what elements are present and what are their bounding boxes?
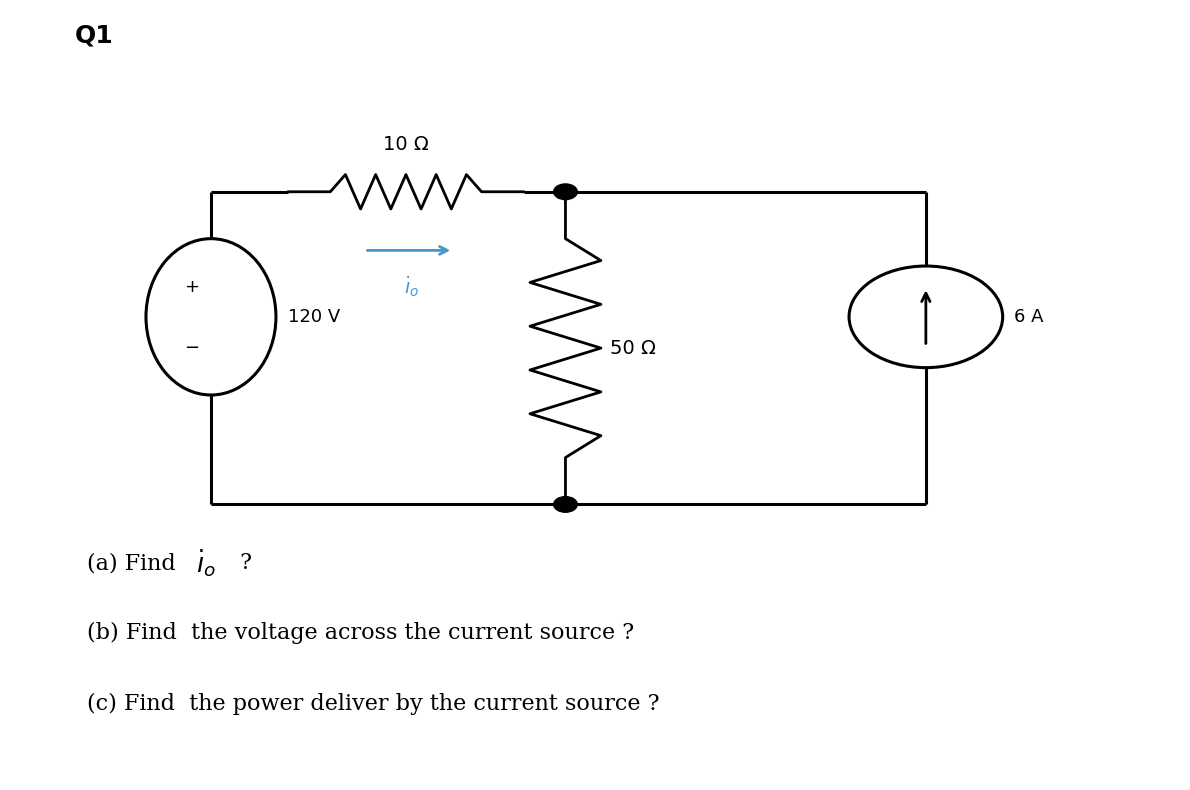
Ellipse shape [146,239,276,395]
Text: (b) Find  the voltage across the current source ?: (b) Find the voltage across the current … [87,623,634,645]
Text: 6 A: 6 A [1015,308,1044,325]
Circle shape [553,497,577,512]
Text: (a) Find: (a) Find [87,552,183,574]
Text: 50 Ω: 50 Ω [610,339,656,358]
Text: −: − [184,339,199,357]
Text: 120 V: 120 V [288,308,340,325]
Text: $\dot{\imath}_o$: $\dot{\imath}_o$ [405,274,420,299]
Text: Q1: Q1 [75,24,114,47]
Text: $\dot{\imath}_o$: $\dot{\imath}_o$ [195,547,215,579]
Text: 10 Ω: 10 Ω [383,135,428,154]
Circle shape [553,184,577,200]
Circle shape [848,266,1003,367]
Text: +: + [184,278,199,296]
Text: (c) Find  the power deliver by the current source ?: (c) Find the power deliver by the curren… [87,693,659,715]
Text: ?: ? [233,552,252,574]
